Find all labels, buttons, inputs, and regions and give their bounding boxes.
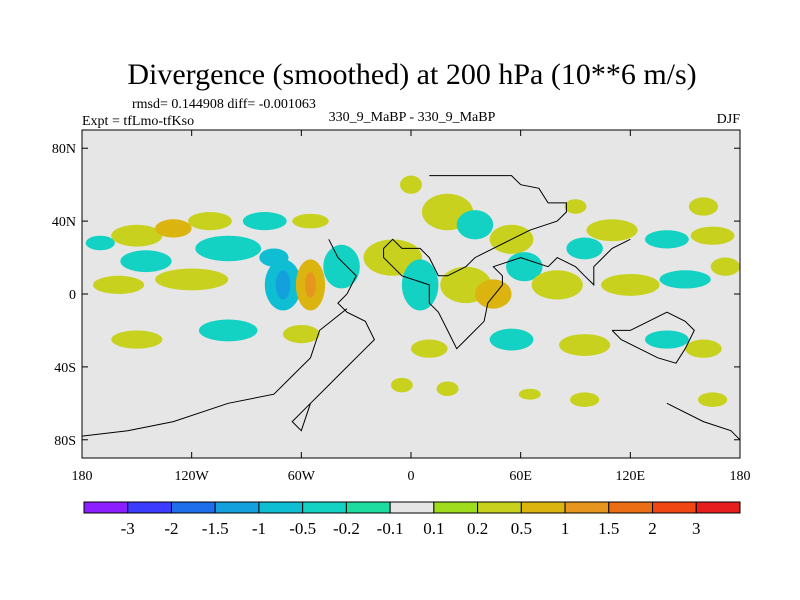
field-blob xyxy=(390,377,413,393)
field-blob xyxy=(401,259,439,311)
field-blob xyxy=(111,224,163,247)
field-blob xyxy=(292,213,329,229)
field-blob xyxy=(92,275,145,294)
x-tick-label: 180 xyxy=(730,469,751,484)
field-blob xyxy=(697,392,728,407)
x-axis: 180 120W 60W 0 60E 120E 180 xyxy=(72,130,751,484)
field-blob xyxy=(566,237,603,260)
experiment-label: Expt = tfLmo-tfKso xyxy=(82,114,194,129)
field-blob xyxy=(304,272,316,298)
colorbar-swatch xyxy=(302,501,347,514)
colorbar-label: -1.5 xyxy=(202,519,229,538)
field-blob xyxy=(155,219,192,238)
colorbar-swatch xyxy=(83,501,129,514)
field-blob xyxy=(489,328,534,351)
field-blob xyxy=(559,334,611,356)
colorbar-label: -1 xyxy=(252,519,266,538)
colorbar-label: -2 xyxy=(164,519,178,538)
field-blob xyxy=(85,235,115,251)
field-blob xyxy=(323,244,360,289)
field-blob xyxy=(198,319,258,342)
colorbar: -3 -2 -1.5 -1 -0.5 -0.2 -0.1 0.1 0.2 0.5 1 1.5 2 3 xyxy=(83,501,741,538)
colorbar-label: 0.2 xyxy=(467,519,488,538)
colorbar-label: 2 xyxy=(648,519,657,538)
field-blob xyxy=(564,199,587,214)
field-blob xyxy=(456,210,494,240)
field-blob xyxy=(436,381,459,397)
field-blob xyxy=(400,175,422,194)
colorbar-label: 0.1 xyxy=(423,519,444,538)
colorbar-swatch xyxy=(608,501,654,514)
colorbar-label: -0.2 xyxy=(333,519,360,538)
field-blob xyxy=(411,339,448,358)
colorbar-label: -3 xyxy=(121,519,135,538)
chart-title: Divergence (smoothed) at 200 hPa (10**6 … xyxy=(127,58,696,91)
colorbar-swatch xyxy=(389,501,435,514)
field-blob xyxy=(518,388,541,400)
coastline xyxy=(611,311,695,364)
y-tick-label: 80S xyxy=(54,434,76,449)
field-blob xyxy=(710,257,740,276)
y-tick-label: 40N xyxy=(52,215,76,230)
season-label: DJF xyxy=(717,112,741,127)
coastline xyxy=(666,402,740,441)
colorbar-swatch xyxy=(170,501,216,514)
center-label: 330_9_MaBP - 330_9_MaBP xyxy=(329,110,496,125)
colorbar-label: 1.5 xyxy=(598,519,619,538)
colorbar-label: 0.5 xyxy=(511,519,532,538)
colorbar-swatch xyxy=(214,501,260,514)
field-blob xyxy=(644,230,689,249)
field-blob xyxy=(275,270,291,300)
y-tick-label: 40S xyxy=(54,361,76,376)
colorbar-swatch xyxy=(564,501,610,514)
coastlines xyxy=(82,175,740,441)
colorbar-swatch xyxy=(258,501,304,514)
y-axis: 80N 40N 0 40S 80S xyxy=(52,142,740,449)
field-blob xyxy=(659,270,711,289)
coastline xyxy=(383,175,631,350)
colorbar-label: 1 xyxy=(561,519,570,538)
colorbar-swatch xyxy=(695,501,741,514)
field-blob xyxy=(283,324,320,344)
colorbar-swatch xyxy=(520,501,566,514)
field-blob xyxy=(690,226,735,245)
colorbar-swatch xyxy=(477,501,522,514)
field-blob xyxy=(685,339,722,358)
field-blob xyxy=(195,235,262,262)
y-tick-label: 80N xyxy=(52,142,76,157)
field-blob xyxy=(155,268,229,291)
field-blob xyxy=(120,250,172,273)
colorbar-label: -0.5 xyxy=(289,519,316,538)
field-blob xyxy=(644,330,689,349)
field-blob xyxy=(601,273,660,296)
colorbar-swatch xyxy=(345,501,391,514)
x-tick-label: 180 xyxy=(72,469,93,484)
colorbar-label: -0.1 xyxy=(377,519,404,538)
field-blob xyxy=(531,270,583,300)
rmsd-label: rmsd= 0.144908 diff= -0.001063 xyxy=(132,97,316,112)
colorbar-swatch xyxy=(652,501,697,514)
x-tick-label: 60E xyxy=(509,469,532,484)
field-blob xyxy=(188,212,232,231)
colorbar-swatch xyxy=(433,501,479,514)
colorbar-swatch xyxy=(127,501,172,514)
x-tick-label: 120E xyxy=(616,469,646,484)
field-blob xyxy=(474,279,512,309)
field-blob xyxy=(586,219,638,242)
coastline xyxy=(82,308,348,437)
field-blob xyxy=(111,330,163,349)
x-tick-label: 60W xyxy=(288,469,316,484)
field-blob xyxy=(570,392,600,407)
x-tick-label: 0 xyxy=(408,469,415,484)
field-blob xyxy=(688,197,719,216)
x-tick-label: 120W xyxy=(175,469,210,484)
y-tick-label: 0 xyxy=(69,288,76,303)
colorbar-label: 3 xyxy=(692,519,701,538)
coastline xyxy=(291,239,376,432)
field-blob xyxy=(242,212,287,231)
